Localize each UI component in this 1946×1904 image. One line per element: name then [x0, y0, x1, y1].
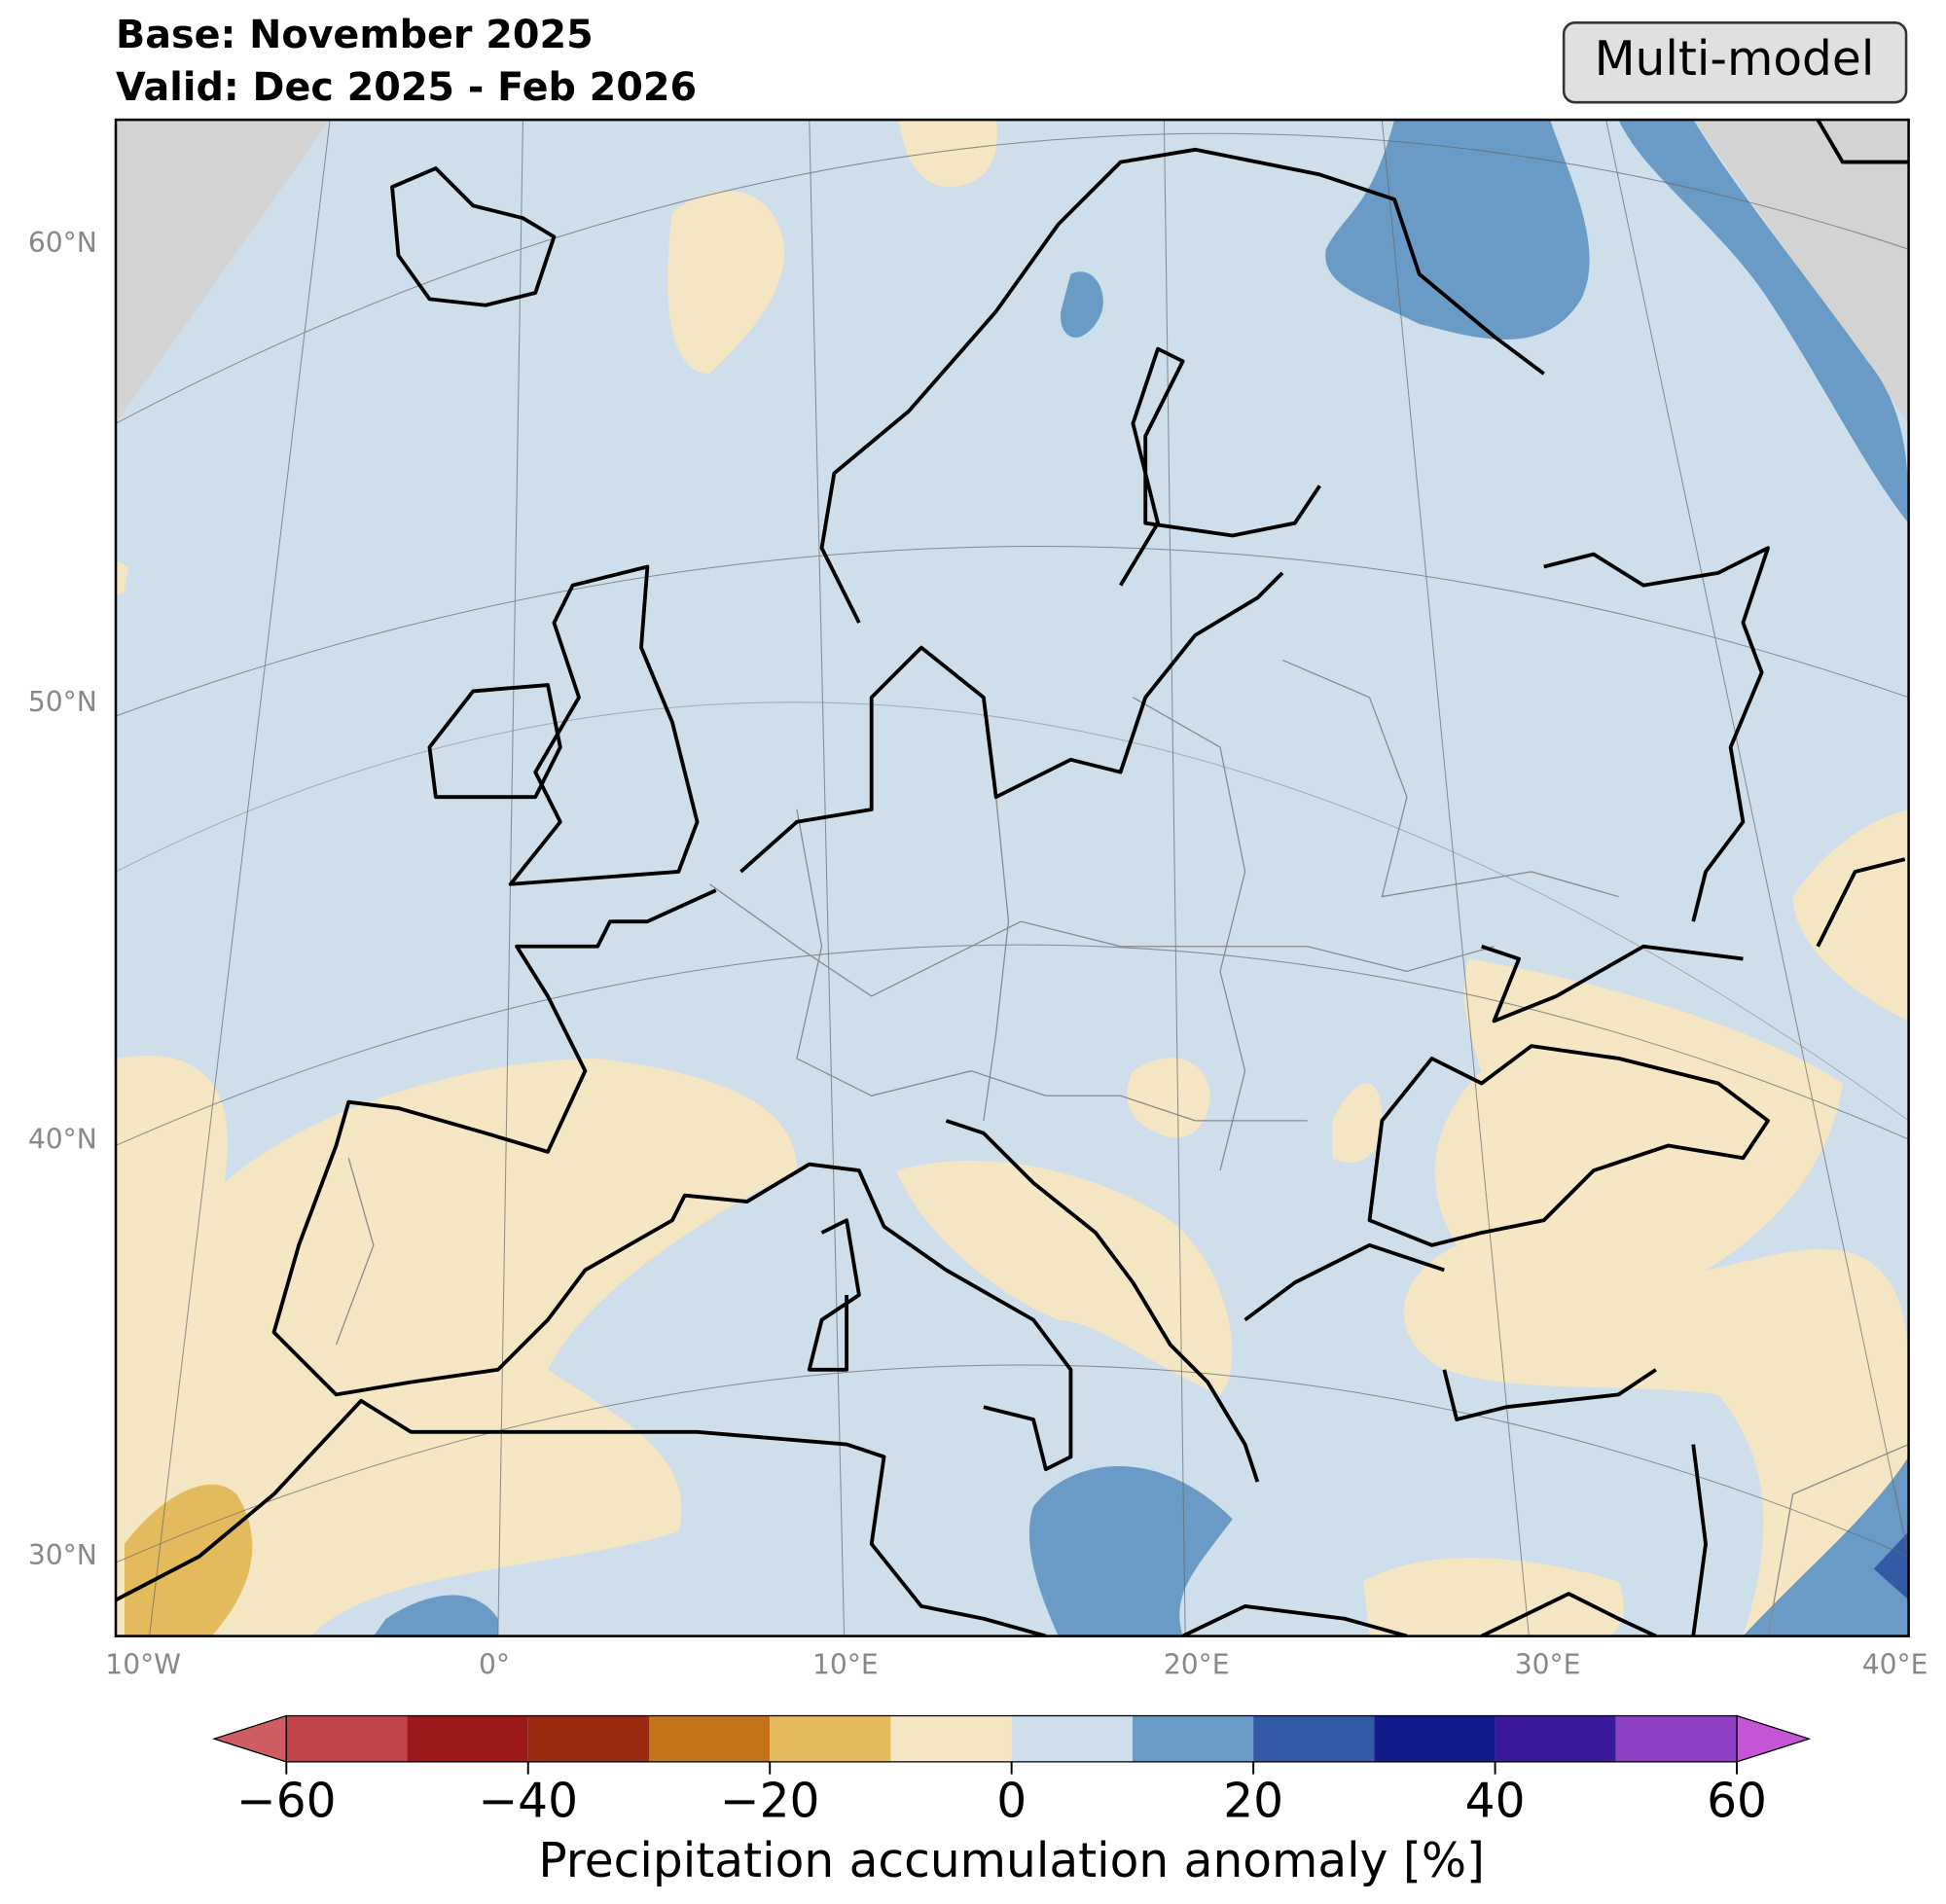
dry-regions	[116, 120, 1909, 1636]
colorbar-label: Precipitation accumulation anomaly [%]	[538, 1834, 1485, 1888]
lon-label: 0°	[479, 1648, 510, 1680]
colorbar-tick-label: 40	[1465, 1774, 1526, 1828]
base-title: Base: November 2025	[116, 13, 594, 57]
outside-domain	[116, 120, 331, 424]
colorbar-under	[211, 1714, 287, 1763]
lon-label: 10°W	[105, 1648, 181, 1680]
colorbar-segment	[1132, 1715, 1254, 1762]
lon-label: 30°E	[1515, 1648, 1581, 1680]
borders	[335, 659, 1909, 1636]
colorbar-segment	[407, 1715, 528, 1762]
badge-box	[1562, 21, 1908, 104]
colorbar-segment	[286, 1715, 408, 1762]
valid-title: Valid: Dec 2025 - Feb 2026	[116, 65, 697, 110]
map	[116, 120, 1909, 1636]
lat-label: 40°N	[28, 1123, 97, 1155]
colorbar-tick-label: 0	[996, 1774, 1027, 1828]
colorbar-segment	[770, 1715, 891, 1762]
colorbar-tick-label: 60	[1707, 1774, 1767, 1828]
colorbar-tick-label: −40	[478, 1774, 578, 1828]
colorbar-tick-label: −20	[720, 1774, 820, 1828]
lon-label: 10°E	[812, 1648, 879, 1680]
graticule	[116, 120, 1909, 1636]
colorbar-segment	[1495, 1715, 1616, 1762]
colorbar-segment	[1615, 1715, 1738, 1762]
colorbar-segment	[527, 1715, 649, 1762]
badge: Multi-model	[1595, 32, 1875, 87]
colorbar-tick-label: −60	[236, 1774, 337, 1828]
coastlines	[116, 120, 1909, 1636]
wet-region-strong	[1873, 1531, 1909, 1600]
colorbar-segment	[1011, 1715, 1133, 1762]
colorbar-tick-label: 20	[1223, 1774, 1283, 1828]
map-frame	[114, 118, 1910, 1637]
colorbar-over	[1736, 1714, 1812, 1763]
wet-regions	[373, 120, 1909, 1636]
lat-label: 60°N	[28, 227, 97, 259]
colorbar-segment	[1253, 1715, 1375, 1762]
lat-label: 30°N	[28, 1539, 97, 1571]
lon-label: 40°E	[1862, 1648, 1928, 1680]
colorbar-segment	[890, 1715, 1012, 1762]
lat-label: 50°N	[28, 686, 97, 718]
colorbar-segment	[1374, 1715, 1496, 1762]
colorbar-segment	[648, 1715, 771, 1762]
lon-label: 20°E	[1164, 1648, 1230, 1680]
